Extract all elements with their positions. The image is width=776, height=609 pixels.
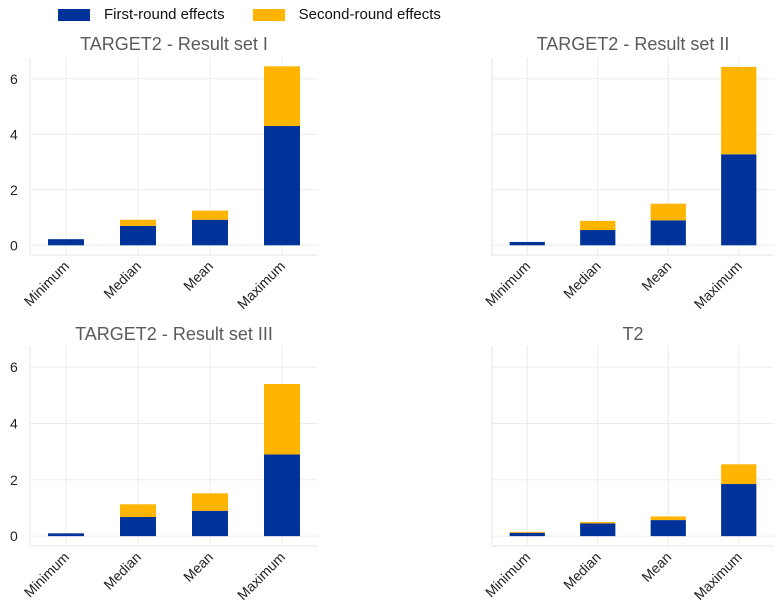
- legend-item-second-round: Second-round effects: [252, 6, 441, 23]
- chart-title: TARGET2 - Result set III: [75, 324, 273, 344]
- chart-title: TARGET2 - Result set I: [80, 34, 268, 54]
- x-tick-label: Mean: [180, 258, 216, 294]
- bar-first-round-mean: [192, 219, 228, 246]
- bar-second-round-mean: [192, 493, 228, 511]
- x-tick-label: Median: [100, 549, 144, 593]
- bar-first-round-maximum: [721, 484, 757, 537]
- bar-second-round-median: [580, 522, 616, 524]
- chart-panel-4: Minimum Median Mean Maximum T2: [482, 324, 774, 603]
- legend-label-second-round: Second-round effects: [298, 6, 441, 23]
- bar-first-round-maximum: [721, 154, 757, 246]
- legend-label-first-round: First-round effects: [104, 6, 225, 23]
- bar-first-round-mean: [650, 520, 686, 537]
- legend-item-first-round: First-round effects: [58, 6, 225, 23]
- x-tick-label: Minimum: [21, 258, 72, 309]
- x-tick-label: Median: [560, 549, 604, 593]
- y-tick-label: 0: [10, 237, 18, 253]
- bar-first-round-median: [120, 516, 156, 537]
- y-tick-label: 2: [10, 182, 18, 198]
- bar-first-round-maximum: [264, 125, 300, 246]
- x-tick-label: Minimum: [482, 258, 533, 309]
- x-tick-label: Maximum: [691, 258, 745, 312]
- bar-first-round-minimum: [509, 532, 545, 537]
- bar-first-round-median: [580, 523, 616, 537]
- y-tick-label: 0: [10, 528, 18, 544]
- x-tick-label: Mean: [638, 258, 674, 294]
- bar-second-round-maximum: [721, 66, 757, 155]
- bar-second-round-maximum: [264, 384, 300, 455]
- bar-second-round-maximum: [721, 464, 757, 485]
- legend: First-round effects Second-round effects: [58, 6, 469, 23]
- x-tick-label: Mean: [638, 549, 674, 585]
- y-tick-label: 4: [10, 126, 18, 142]
- bar-second-round-maximum: [264, 66, 300, 126]
- bar-second-round-median: [120, 219, 156, 226]
- y-tick-label: 2: [10, 472, 18, 488]
- y-tick-label: 6: [10, 71, 18, 87]
- bar-second-round-mean: [650, 203, 686, 221]
- chart-panel-1: 0 2 4 6 Minimum Median Mean Maximum TARGET2 - Re…: [10, 34, 318, 312]
- bar-first-round-mean: [650, 220, 686, 246]
- x-tick-label: Maximum: [234, 549, 288, 603]
- bar-first-round-median: [580, 230, 616, 246]
- bar-second-round-mean: [650, 516, 686, 521]
- x-tick-label: Mean: [180, 549, 216, 585]
- x-tick-label: Maximum: [234, 258, 288, 312]
- y-tick-label: 6: [10, 359, 18, 375]
- bar-second-round-median: [580, 220, 616, 231]
- chart-title: T2: [622, 324, 643, 344]
- bar-second-round-mean: [192, 210, 228, 220]
- y-tick-label: 4: [10, 415, 18, 431]
- x-tick-label: Minimum: [482, 549, 533, 600]
- bar-first-round-maximum: [264, 454, 300, 537]
- legend-swatch-first-round: [58, 8, 90, 21]
- legend-swatch-second-round: [252, 8, 285, 21]
- bar-first-round-mean: [192, 510, 228, 537]
- bar-first-round-minimum: [48, 533, 84, 537]
- x-tick-label: Minimum: [21, 549, 72, 600]
- x-tick-label: Maximum: [691, 549, 745, 603]
- x-tick-label: Median: [560, 258, 604, 302]
- chart-panel-2: Minimum Median Mean Maximum TARGET2 - Result…: [482, 34, 774, 312]
- chart-title: TARGET2 - Result set II: [537, 34, 730, 54]
- bar-first-round-minimum: [509, 241, 545, 246]
- bar-second-round-minimum: [509, 531, 545, 533]
- bar-first-round-median: [120, 225, 156, 246]
- bar-second-round-median: [120, 504, 156, 517]
- chart-panel-3: 0 2 4 6 Minimum Median Mean Maximum TARGET2 - Re…: [10, 324, 318, 603]
- bar-first-round-minimum: [48, 239, 84, 246]
- x-tick-label: Median: [100, 258, 144, 302]
